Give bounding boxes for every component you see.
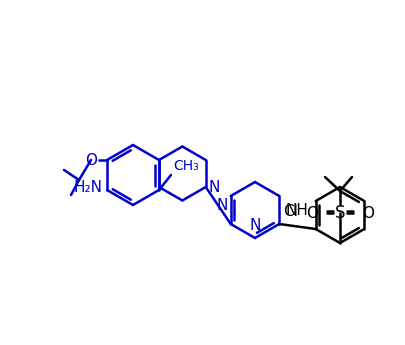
Text: CH₃: CH₃ (173, 159, 199, 173)
Text: N: N (209, 179, 220, 195)
Text: N: N (216, 198, 228, 213)
Text: N: N (249, 218, 261, 233)
Text: O: O (85, 152, 97, 168)
Text: H₂N: H₂N (73, 179, 102, 195)
Text: S: S (335, 204, 345, 222)
Text: Cl: Cl (283, 204, 298, 219)
Text: NH: NH (285, 203, 308, 218)
Text: O: O (362, 206, 374, 220)
Text: O: O (306, 206, 318, 220)
